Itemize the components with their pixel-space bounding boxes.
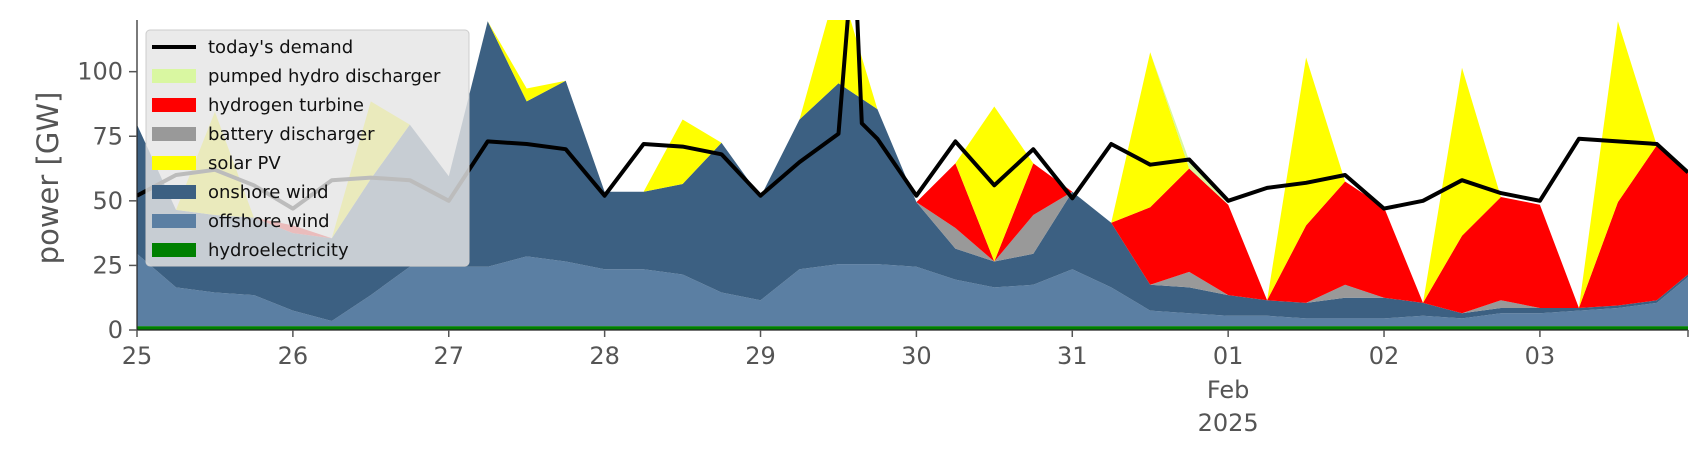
- legend-label: solar PV: [208, 153, 281, 174]
- legend: today's demand pumped hydro discharger hyd…: [145, 29, 470, 267]
- legend-label: hydrogen turbine: [208, 95, 364, 116]
- x-tick-label: 26: [278, 342, 309, 370]
- legend-label: today's demand: [208, 37, 353, 58]
- legend-box: [145, 29, 470, 267]
- x-tick-label: 29: [745, 342, 776, 370]
- legend-swatch: [152, 127, 196, 141]
- x-tick-label: 30: [901, 342, 932, 370]
- x-tick-sublabel: Feb: [1207, 376, 1250, 404]
- area-hydrogen-turbine: [137, 21, 1688, 314]
- legend-label: battery discharger: [208, 124, 375, 145]
- stacked-areas: [137, 20, 1688, 330]
- y-tick-label: 100: [77, 58, 123, 86]
- area-offshore-wind: [137, 253, 1688, 327]
- x-tick-label: 03: [1525, 342, 1556, 370]
- legend-swatch: [152, 69, 196, 83]
- legend-swatch: [152, 156, 196, 170]
- legend-label: onshore wind: [208, 182, 329, 203]
- legend-label: offshore wind: [208, 211, 330, 232]
- legend-swatch: [152, 243, 196, 257]
- x-tick-label: 01: [1213, 342, 1244, 370]
- legend-swatch: [152, 98, 196, 112]
- x-tick-label: 25: [122, 342, 153, 370]
- y-tick-label: 75: [92, 122, 123, 150]
- legend-label: hydroelectricity: [208, 240, 349, 261]
- area-hydroelectricity: [137, 326, 1688, 330]
- x-tick-label: 31: [1057, 342, 1088, 370]
- x-tick-label: 27: [433, 342, 464, 370]
- x-tick-label: 02: [1369, 342, 1400, 370]
- y-tick-label: 50: [92, 187, 123, 215]
- x-tick-sublabel: 2025: [1198, 409, 1259, 437]
- y-axis-label: power [GW]: [31, 92, 65, 265]
- legend-label: pumped hydro discharger: [208, 66, 441, 87]
- area-onshore-wind: [137, 21, 1688, 322]
- legend-swatch: [152, 214, 196, 228]
- area-solar-pv: [137, 20, 1688, 308]
- x-tick-label: 28: [589, 342, 620, 370]
- y-tick-label: 25: [92, 251, 123, 279]
- y-tick-label: 0: [108, 316, 123, 344]
- legend-swatch: [152, 185, 196, 199]
